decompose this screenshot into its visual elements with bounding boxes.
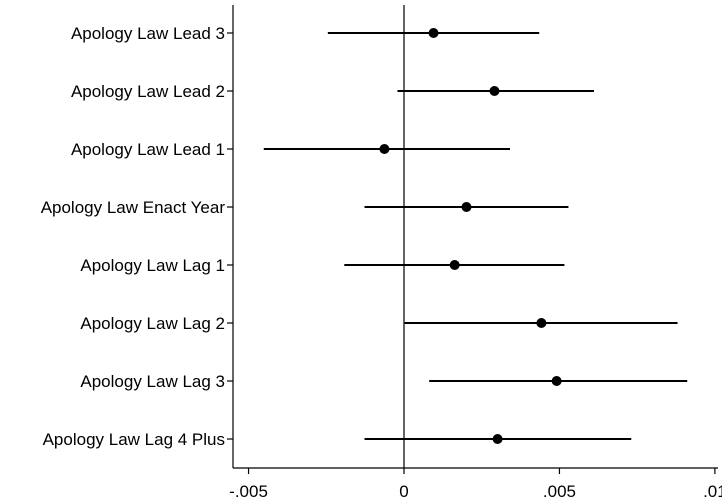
y-tick-label: Apology Law Lag 1 [80,256,225,275]
point-estimate [551,376,562,386]
x-tick-label: .01 [703,482,722,501]
y-tick-label: Apology Law Lag 2 [80,314,225,333]
y-tick-label: Apology Law Lead 1 [71,140,225,159]
x-tick-label: .005 [543,482,576,501]
point-estimate [449,260,460,270]
y-tick-label: Apology Law Lag 4 Plus [43,430,225,449]
point-estimate [489,86,500,96]
y-tick-label: Apology Law Enact Year [41,198,226,217]
x-tick-label: 0 [399,482,408,501]
estimates-series [263,28,688,444]
x-tick-label: -.005 [229,482,268,501]
y-axis: Apology Law Lead 3 Apology Law Lead 2 Apol… [41,5,234,468]
point-estimate [492,434,503,444]
point-estimate [536,318,547,328]
y-tick-label: Apology Law Lead 2 [71,82,225,101]
y-tick-label: Apology Law Lag 3 [80,372,225,391]
point-estimate [379,144,390,154]
x-axis: -.005 0 .005 .01 [229,467,722,501]
y-tick-label: Apology Law Lead 3 [71,24,225,43]
point-estimate [428,28,439,38]
point-estimate [461,202,472,212]
